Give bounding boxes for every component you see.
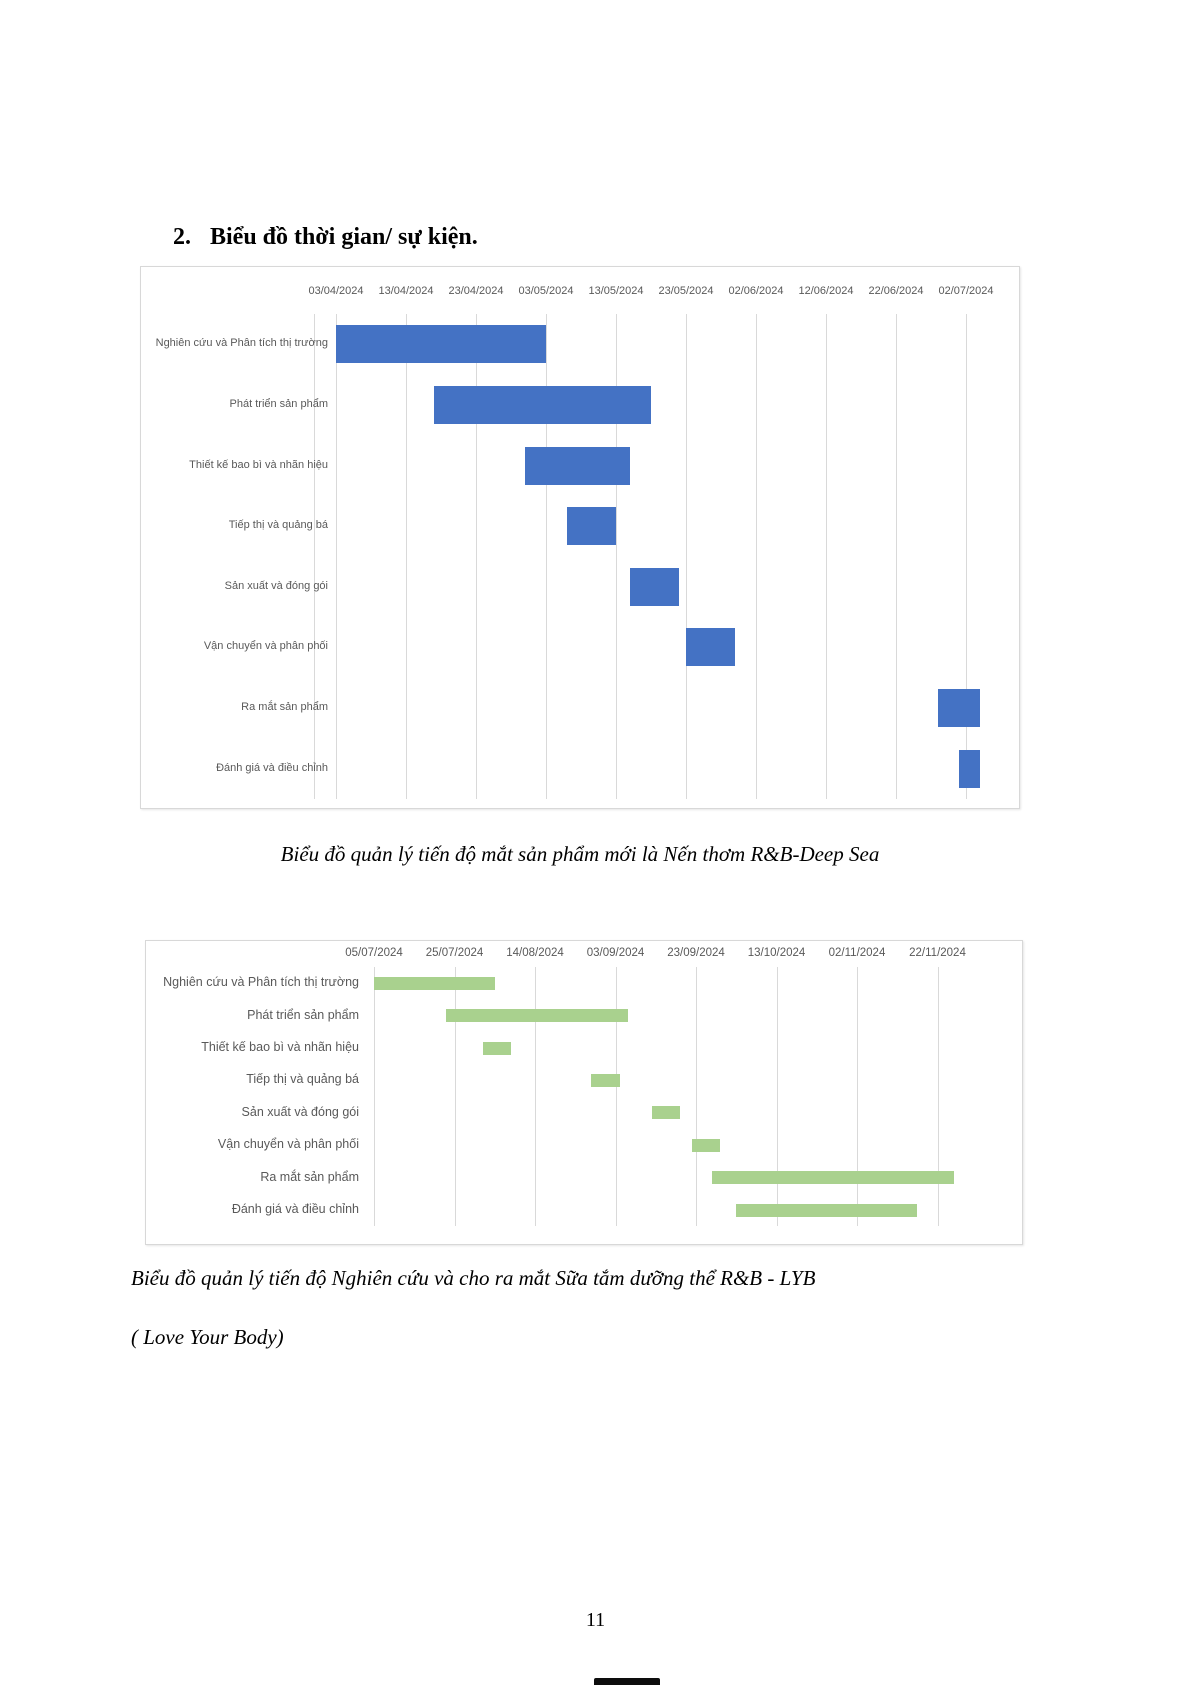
gantt-task-label: Nghiên cứu và Phân tích thị trường (155, 337, 328, 350)
chart1-caption: Biểu đồ quản lý tiến độ mắt sản phẩm mới… (280, 842, 880, 866)
gantt-gridline (616, 314, 617, 799)
section-number: 2. (173, 224, 191, 250)
gantt-gridline (966, 314, 967, 799)
gantt-date-label: 22/06/2024 (868, 285, 924, 297)
gantt-task-bar (374, 976, 495, 990)
gantt-gridline (454, 967, 456, 1227)
gantt-gridline (535, 967, 536, 1227)
gantt-date-label: 13/10/2024 (747, 947, 806, 959)
gantt-task-label: Thiết kế bao bì và nhãn hiệu (201, 1040, 359, 1054)
gantt-task-label: Sản xuất và đóng gói (224, 579, 328, 592)
gantt-task-bar (651, 1106, 680, 1120)
gantt-task-bar (336, 325, 546, 364)
gantt-task-label: Vận chuyển và phân phối (203, 640, 328, 653)
gantt-date-label: 03/05/2024 (518, 285, 574, 297)
gantt-axis-line (314, 314, 315, 799)
gantt-task-bar (691, 1138, 721, 1152)
gantt-date-label: 12/06/2024 (798, 285, 854, 297)
gantt-gridline (826, 314, 827, 799)
gantt-task-bar (446, 1009, 628, 1023)
gantt-date-label: 02/11/2024 (828, 947, 886, 959)
gantt-gridline (756, 314, 757, 799)
gantt-date-label: 23/04/2024 (448, 285, 504, 297)
gantt-gridline (776, 967, 778, 1227)
gantt-date-label: 23/09/2024 (667, 947, 725, 959)
gantt-gridline (686, 314, 687, 799)
gantt-task-bar (736, 1203, 918, 1217)
gantt-task-label: Tiếp thị và quảng bá (228, 519, 328, 532)
gantt-task-label: Đánh giá và điều chỉnh (231, 1202, 359, 1216)
gantt-task-label: Phát triển sản phẩm (247, 1007, 359, 1022)
gantt-task-label: Phát triển sản phẩm (229, 397, 328, 410)
gantt-gridline (615, 967, 617, 1227)
gantt-date-label: 05/07/2024 (345, 947, 403, 959)
gantt-date-label: 03/04/2024 (308, 285, 364, 297)
section-heading: 2. Biểu đồ thời gian/ sự kiện. (173, 224, 478, 251)
gantt-date-label: 13/04/2024 (378, 285, 434, 297)
gantt-task-label: Nghiên cứu và Phân tích thị trường (163, 975, 359, 990)
gantt-task-bar (686, 628, 735, 667)
gantt-date-label: 22/11/2024 (909, 947, 966, 959)
gantt-gridline (406, 314, 407, 799)
gantt-task-label: Ra mắt sản phẩm (241, 700, 328, 713)
gantt-task-label: Tiếp thị và quảng bá (246, 1072, 359, 1087)
gantt-task-bar (434, 385, 651, 424)
gantt-gridline (374, 967, 375, 1227)
gantt-gridline (336, 314, 337, 799)
gantt-task-label: Vận chuyển và phân phối (217, 1137, 359, 1152)
gantt-chart-shower-gel-product: 05/07/2024 25/07/2024 14/08/2024 03/09/2024… (145, 940, 1023, 1245)
gantt-date-label: 23/05/2024 (658, 285, 714, 297)
gantt-gridline (937, 967, 939, 1227)
gantt-date-label: 02/07/2024 (938, 285, 994, 297)
gantt-task-bar (712, 1171, 954, 1185)
gantt-date-label: 25/07/2024 (425, 947, 484, 959)
gantt-task-bar (482, 1041, 511, 1055)
gantt-gridline (857, 967, 858, 1227)
gantt-date-label: 03/09/2024 (586, 947, 645, 959)
page-number: 11 (585, 1609, 606, 1631)
chart2-caption-line2: ( Love Your Body) (131, 1325, 284, 1349)
gantt-task-label: Đánh giá và điều chỉnh (216, 761, 328, 774)
gantt-gridline (896, 314, 897, 799)
gantt-task-bar (591, 1073, 620, 1087)
gantt-task-bar (630, 567, 679, 606)
chart2-caption-line1: Biểu đồ quản lý tiến độ Nghiên cứu và ch… (131, 1266, 816, 1290)
section-title: Biểu đồ thời gian/ sự kiện. (210, 224, 478, 250)
gantt-date-label: 13/05/2024 (588, 285, 644, 297)
gantt-date-label: 02/06/2024 (728, 285, 784, 297)
gantt-chart-candle-product: 03/04/2024 13/04/2024 23/04/2024 03/05/2024… (140, 266, 1020, 809)
gantt-gridline (546, 314, 547, 799)
gantt-gridline (696, 967, 697, 1227)
gantt-gridline (476, 314, 477, 799)
gantt-task-label: Thiết kế bao bì và nhãn hiệu (189, 458, 328, 471)
gantt-task-label: Ra mắt sản phẩm (260, 1169, 359, 1184)
gantt-task-bar (959, 749, 980, 788)
bottom-black-bar (594, 1678, 660, 1685)
gantt-task-bar (567, 507, 616, 546)
gantt-task-bar (938, 688, 980, 727)
gantt-date-label: 14/08/2024 (506, 947, 564, 959)
gantt-task-label: Sản xuất và đóng gói (241, 1104, 359, 1119)
gantt-task-bar (525, 446, 630, 485)
